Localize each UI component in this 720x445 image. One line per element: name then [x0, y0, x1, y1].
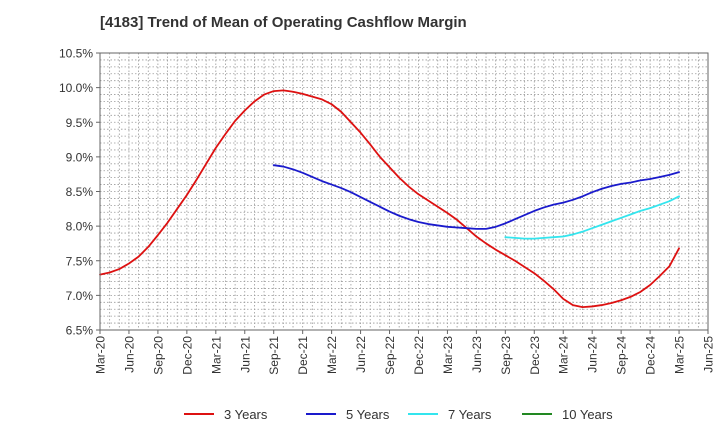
y-tick-label: 8.5%	[66, 185, 94, 199]
legend: 3 Years 5 Years 7 Years 10 Years	[184, 407, 613, 422]
x-tick-label: Mar-24	[557, 336, 571, 374]
plot-area	[100, 53, 708, 330]
y-tick-label: 7.5%	[66, 254, 94, 268]
x-tick-label: Jun-24	[586, 336, 600, 373]
x-tick-label: Mar-25	[673, 336, 687, 374]
y-tick-label: 7.0%	[66, 289, 94, 303]
x-tick-label: Jun-20	[122, 336, 136, 373]
y-tick-label: 10.5%	[59, 47, 93, 61]
chart-title: [4183] Trend of Mean of Operating Cashfl…	[100, 14, 467, 31]
y-tick-label: 10.0%	[59, 81, 93, 95]
x-tick-label: Sep-24	[615, 336, 629, 375]
x-tick-label: Sep-23	[499, 336, 513, 375]
grid	[99, 52, 709, 331]
axes: 6.5% 7.0% 7.5% 8.0% 8.5% 9.0% 9.5% 10.0% 10.5% Ma…	[59, 47, 716, 375]
y-tick-label: 9.0%	[66, 150, 94, 164]
x-tick-label: Dec-24	[644, 336, 658, 375]
legend-label-10-years: 10 Years	[562, 407, 613, 422]
legend-label-7-years: 7 Years	[448, 407, 492, 422]
y-tick-label: 9.5%	[66, 116, 94, 130]
x-tick-label: Mar-20	[94, 336, 108, 374]
x-tick-label: Mar-23	[441, 336, 455, 374]
x-tick-label: Dec-20	[180, 336, 194, 375]
series-line-7-years	[504, 195, 680, 240]
series-line-3-years	[99, 89, 680, 309]
x-tick-label: Dec-22	[412, 336, 426, 375]
series-line-5-years	[272, 164, 680, 230]
x-tick-label: Dec-21	[296, 336, 310, 375]
x-tick-label: Sep-22	[383, 336, 397, 375]
legend-label-5-years: 5 Years	[346, 407, 390, 422]
x-tick-label: Jun-21	[238, 336, 252, 373]
x-tick-label: Jun-22	[354, 336, 368, 373]
series-lines	[99, 89, 680, 309]
x-tick-label: Sep-20	[151, 336, 165, 375]
legend-label-3-years: 3 Years	[224, 407, 268, 422]
x-tick-label: Jun-25	[702, 336, 716, 373]
x-tick-label: Mar-21	[209, 336, 223, 374]
y-tick-label: 8.0%	[66, 220, 94, 234]
x-tick-label: Mar-22	[325, 336, 339, 374]
x-tick-label: Jun-23	[470, 336, 484, 373]
x-tick-label: Sep-21	[267, 336, 281, 375]
x-tick-label: Dec-23	[528, 336, 542, 375]
y-tick-label: 6.5%	[66, 324, 94, 338]
